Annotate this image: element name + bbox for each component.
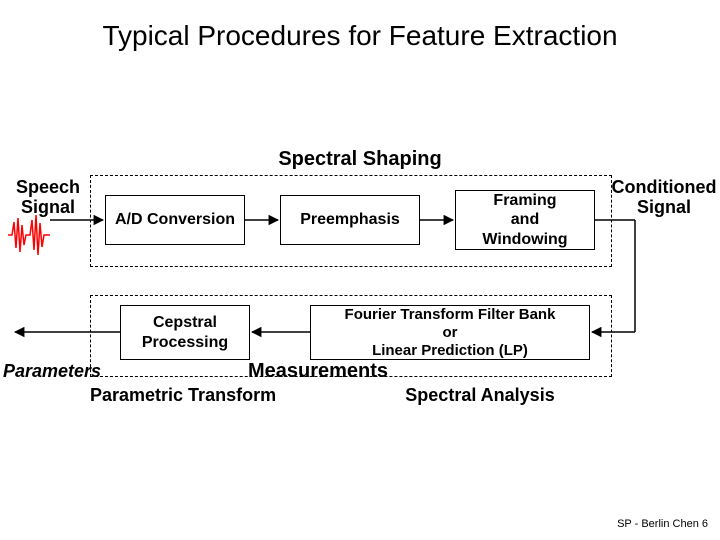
footer-text: SP - Berlin Chen 6 bbox=[617, 518, 708, 530]
cepstral-l2: Processing bbox=[142, 334, 228, 351]
fourier-l3: Linear Prediction (LP) bbox=[372, 342, 528, 359]
box-framing: Framing and Windowing bbox=[455, 190, 595, 250]
framing-l1: Framing bbox=[493, 192, 556, 209]
conditioned-l1: Conditioned bbox=[612, 177, 717, 197]
speech-l2: Signal bbox=[21, 197, 75, 217]
fourier-l2: or bbox=[442, 324, 457, 341]
label-parametric-transform: Parametric Transform bbox=[90, 385, 310, 406]
box-fourier: Fourier Transform Filter Bank or Linear … bbox=[310, 305, 590, 360]
label-spectral-shaping: Spectral Shaping bbox=[240, 148, 480, 171]
page-title: Typical Procedures for Feature Extractio… bbox=[0, 20, 720, 52]
conditioned-l2: Signal bbox=[637, 197, 691, 217]
diagram-overlay bbox=[0, 0, 720, 540]
fourier-l1: Fourier Transform Filter Bank bbox=[345, 306, 556, 323]
box-cepstral: Cepstral Processing bbox=[120, 305, 250, 360]
box-preemphasis: Preemphasis bbox=[280, 195, 420, 245]
framing-l2: and bbox=[511, 211, 539, 228]
label-measurements: Measurements bbox=[238, 360, 398, 383]
waveform-icon bbox=[8, 215, 50, 255]
label-parameters: Parameters bbox=[3, 362, 103, 382]
label-spectral-analysis: Spectral Analysis bbox=[380, 385, 580, 406]
box-ad-conversion: A/D Conversion bbox=[105, 195, 245, 245]
box-ad-label: A/D Conversion bbox=[115, 210, 235, 229]
framing-l3: Windowing bbox=[482, 231, 567, 248]
label-conditioned-signal: Conditioned Signal bbox=[608, 178, 720, 218]
speech-l1: Speech bbox=[16, 177, 80, 197]
cepstral-l1: Cepstral bbox=[153, 314, 217, 331]
box-preemphasis-label: Preemphasis bbox=[300, 210, 400, 229]
label-speech-signal: Speech Signal bbox=[8, 178, 88, 218]
